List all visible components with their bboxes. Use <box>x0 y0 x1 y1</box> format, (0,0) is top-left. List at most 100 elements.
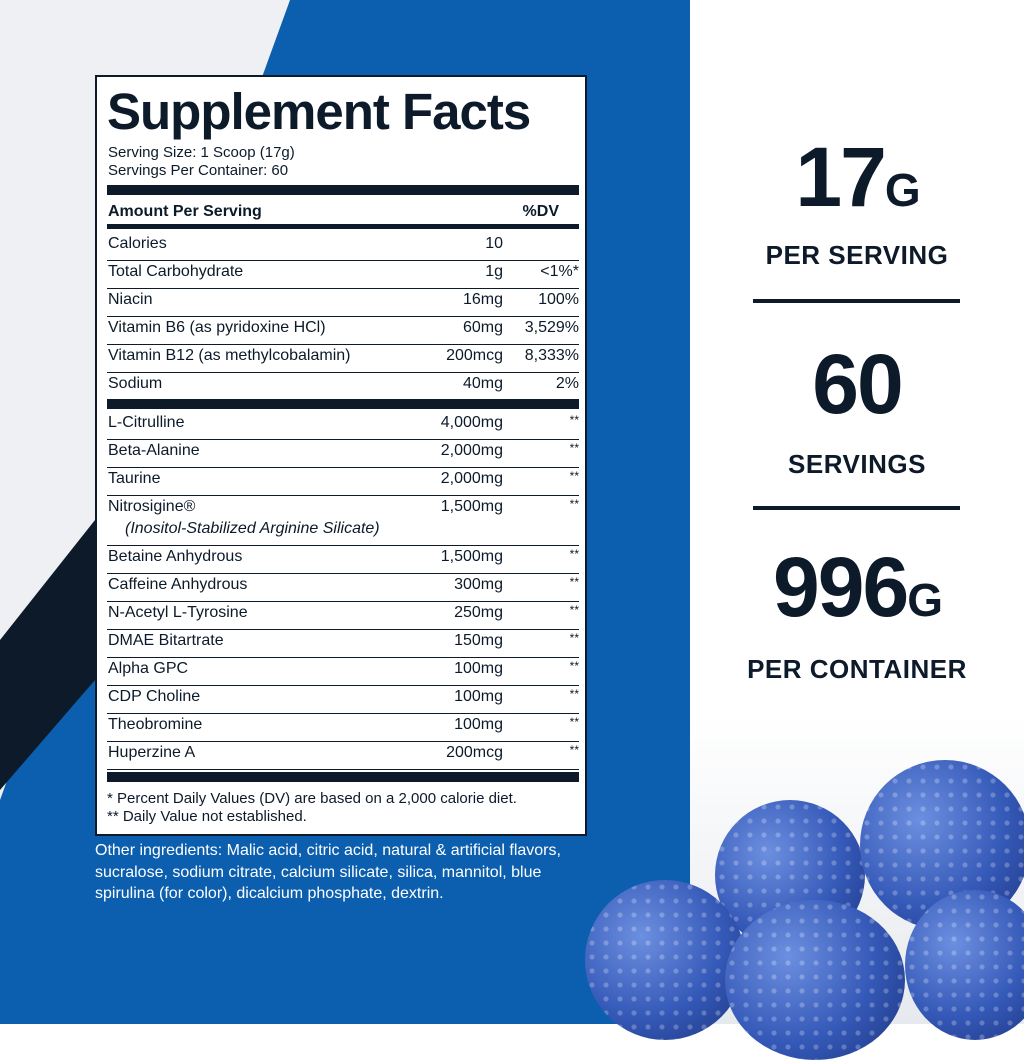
row-amount: 1,500mg <box>440 548 503 565</box>
other-ingredients: Other ingredients: Malic acid, citric ac… <box>95 842 561 902</box>
row-dv: ** <box>569 547 579 561</box>
row-name: L-Citrulline <box>108 414 185 431</box>
row-dv: ** <box>569 659 579 673</box>
row-name: DMAE Bitartrate <box>108 632 224 649</box>
footnote-dv: * Percent Daily Values (DV) are based on… <box>107 790 517 807</box>
row-amount: 100mg <box>454 660 503 677</box>
row-amount: 2,000mg <box>440 442 503 459</box>
table-row: Beta-Alanine 2,000mg ** <box>107 439 579 468</box>
serving-size: Serving Size: 1 Scoop (17g) <box>108 144 295 161</box>
row-name: Caffeine Anhydrous <box>108 576 248 593</box>
row-name: CDP Choline <box>108 688 201 705</box>
table-row: Huperzine A 200mcg ** <box>107 741 579 770</box>
servings-per-container: Servings Per Container: 60 <box>108 162 289 179</box>
table-row: Betaine Anhydrous 1,500mg ** <box>107 545 579 574</box>
row-amount: 200mcg <box>446 744 503 761</box>
divider-thick <box>107 185 579 195</box>
divider-rule <box>753 506 960 510</box>
row-dv: 3,529% <box>524 319 579 336</box>
row-amount: 4,000mg <box>440 414 503 431</box>
stat-caption: PER SERVING <box>765 240 949 270</box>
row-amount: 200mcg <box>446 347 503 364</box>
divider-thick <box>107 772 579 782</box>
row-name: N-Acetyl L-Tyrosine <box>108 604 248 621</box>
row-dv: ** <box>569 413 579 427</box>
row-amount: 250mg <box>454 604 503 621</box>
stat-value: 60 <box>812 337 903 431</box>
table-row: N-Acetyl L-Tyrosine 250mg ** <box>107 601 579 630</box>
panel-title: Supplement Facts <box>107 83 531 140</box>
row-name: Theobromine <box>108 716 203 733</box>
row-dv: ** <box>569 631 579 645</box>
row-name: Vitamin B6 (as pyridoxine HCl) <box>108 319 326 336</box>
row-dv: 8,333% <box>524 347 579 364</box>
row-dv: ** <box>569 603 579 617</box>
row-name: Vitamin B12 (as methylcobalamin) <box>108 347 351 364</box>
footnote-not-established: ** Daily Value not established. <box>107 808 307 825</box>
row-name: Huperzine A <box>108 744 196 761</box>
row-name: Niacin <box>108 291 153 308</box>
table-row: Alpha GPC 100mg ** <box>107 657 579 686</box>
row-amount: 150mg <box>454 632 503 649</box>
row-name: Total Carbohydrate <box>108 263 244 280</box>
row-dv: 2% <box>555 375 579 392</box>
row-dv: 100% <box>538 291 579 308</box>
table-row: L-Citrulline 4,000mg ** <box>107 411 579 440</box>
row-amount: 60mg <box>462 319 503 336</box>
divider-rule <box>753 299 960 303</box>
table-row: Vitamin B12 (as methylcobalamin) 200mcg 8,… <box>107 344 579 373</box>
row-amount: 1,500mg <box>440 498 503 515</box>
row-amount: 100mg <box>454 688 503 705</box>
row-dv: ** <box>569 441 579 455</box>
table-row: Caffeine Anhydrous 300mg ** <box>107 573 579 602</box>
header-amount: Amount Per Serving <box>108 203 262 220</box>
row-dv: ** <box>569 715 579 729</box>
table-row: Total Carbohydrate 1g <1%* <box>107 260 579 289</box>
row-amount: 10 <box>485 235 503 252</box>
stat-value: 17 <box>795 130 886 224</box>
row-dv: ** <box>569 497 579 511</box>
row-dv: ** <box>569 687 579 701</box>
row-name: Beta-Alanine <box>108 442 200 459</box>
table-row: DMAE Bitartrate 150mg ** <box>107 629 579 658</box>
table-row: Taurine 2,000mg ** <box>107 467 579 496</box>
row-amount: 40mg <box>462 375 503 392</box>
row-amount: 300mg <box>454 576 503 593</box>
table-row: Nitrosigine® (Inositol-Stabilized Arginin… <box>107 495 579 546</box>
stat-unit: G <box>907 574 943 626</box>
table-row: Sodium 40mg 2% <box>107 372 579 401</box>
stat-caption: PER CONTAINER <box>747 654 967 684</box>
stat-caption: SERVINGS <box>788 449 926 479</box>
table-row: Theobromine 100mg ** <box>107 713 579 742</box>
row-subname: (Inositol-Stabilized Arginine Silicate) <box>125 520 380 537</box>
stat-value: 996 <box>773 540 909 634</box>
stat-unit: G <box>884 164 921 216</box>
row-dv: ** <box>569 743 579 757</box>
row-name: Nitrosigine® <box>108 498 196 515</box>
row-dv: ** <box>569 575 579 589</box>
row-amount: 1g <box>485 263 503 280</box>
raspberry-image <box>585 880 745 1040</box>
raspberry-image <box>725 900 905 1060</box>
supplement-facts-panel: Supplement Facts Serving Size: 1 Scoop (… <box>95 75 587 836</box>
row-name: Taurine <box>108 470 161 487</box>
row-dv: ** <box>569 469 579 483</box>
table-row: Calories 10 <box>107 232 579 261</box>
stat-container: 996G PER CONTAINER <box>700 545 1014 685</box>
divider-medium <box>107 224 579 229</box>
raspberry-image <box>905 890 1024 1040</box>
stat-serving-size: 17G PER SERVING <box>700 135 1014 271</box>
row-dv: <1%* <box>540 263 579 280</box>
header-dv: %DV <box>522 203 559 220</box>
stat-servings: 60 SERVINGS <box>700 342 1014 480</box>
row-name: Sodium <box>108 375 163 392</box>
row-amount: 100mg <box>454 716 503 733</box>
row-name: Betaine Anhydrous <box>108 548 243 565</box>
divider-thick <box>107 399 579 409</box>
row-name: Alpha GPC <box>108 660 189 677</box>
row-amount: 2,000mg <box>440 470 503 487</box>
row-amount: 16mg <box>462 291 503 308</box>
row-name: Calories <box>108 235 167 252</box>
table-row: Vitamin B6 (as pyridoxine HCl) 60mg 3,529% <box>107 316 579 345</box>
table-row: Niacin 16mg 100% <box>107 288 579 317</box>
